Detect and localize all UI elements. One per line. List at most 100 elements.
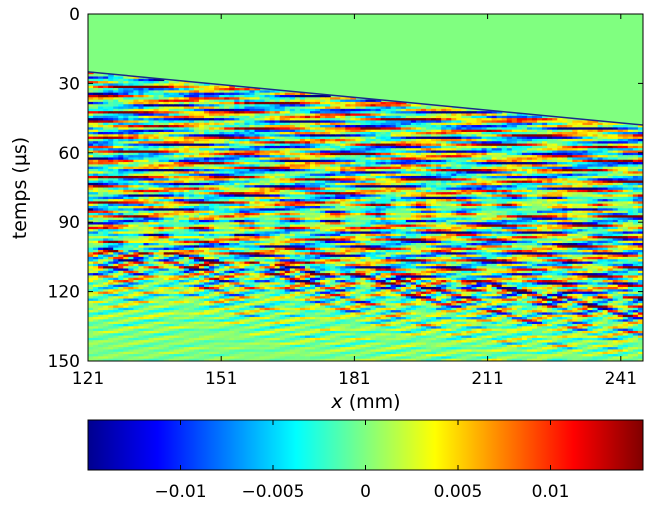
heatmap-cell <box>209 187 215 191</box>
heatmap-cell <box>168 201 175 205</box>
heatmap-cell <box>173 259 180 263</box>
heatmap-cell <box>143 300 150 304</box>
heatmap-cell <box>209 168 215 172</box>
heatmap-cell <box>88 261 94 265</box>
heatmap-cell <box>168 162 175 165</box>
heatmap-cell <box>138 104 145 108</box>
heatmap-cell <box>93 229 99 233</box>
heatmap-cell <box>173 240 180 244</box>
heatmap-cell <box>183 277 190 281</box>
heatmap-cell <box>128 335 135 339</box>
heatmap-cell <box>199 319 205 323</box>
heatmap-cell <box>143 342 150 346</box>
heatmap-cell <box>88 277 94 281</box>
heatmap-cell <box>158 206 165 209</box>
heatmap-cell <box>103 78 109 82</box>
heatmap-cell <box>193 85 200 89</box>
heatmap-cell <box>148 268 155 272</box>
heatmap-cell <box>113 90 119 94</box>
heatmap-cell <box>219 85 225 89</box>
heatmap-cell <box>133 168 140 172</box>
heatmap-cell <box>103 229 109 233</box>
heatmap-cell <box>209 171 215 175</box>
heatmap-cell <box>214 296 220 300</box>
heatmap-cell <box>153 215 160 219</box>
heatmap-cell <box>204 310 210 314</box>
heatmap-cell <box>148 187 155 191</box>
heatmap-cell <box>93 333 99 337</box>
heatmap-cell <box>108 229 114 233</box>
heatmap-cell <box>153 199 160 202</box>
heatmap-cell <box>193 201 200 205</box>
heatmap-cell <box>183 136 190 140</box>
heatmap-cell <box>133 231 140 235</box>
heatmap-cell <box>98 215 104 219</box>
heatmap-cell <box>138 138 145 142</box>
heatmap-cell <box>128 178 135 182</box>
heatmap-cell <box>113 122 119 126</box>
heatmap-cell <box>193 187 200 191</box>
heatmap-cell <box>204 231 210 235</box>
heatmap-cell <box>193 129 200 133</box>
heatmap-cell <box>93 286 99 290</box>
heatmap-cell <box>103 215 109 219</box>
heatmap-cell <box>108 145 114 149</box>
heatmap-cell <box>199 131 205 135</box>
heatmap-cell <box>168 148 175 152</box>
heatmap-cell <box>108 199 114 202</box>
heatmap-cell <box>193 277 200 281</box>
heatmap-cell <box>123 99 129 103</box>
heatmap-cell <box>188 148 195 152</box>
heatmap-cell <box>128 90 135 94</box>
heatmap-cell <box>138 282 145 286</box>
heatmap-cell <box>88 303 94 307</box>
heatmap-cell <box>158 164 165 168</box>
heatmap-cell <box>113 326 119 330</box>
heatmap-cell <box>108 256 114 260</box>
heatmap-cell <box>163 330 170 334</box>
heatmap-cell <box>193 249 200 253</box>
heatmap-cell <box>214 120 220 124</box>
heatmap-cell <box>178 307 185 311</box>
heatmap-cell <box>98 194 104 198</box>
heatmap-cell <box>193 321 200 325</box>
heatmap-cell <box>148 249 155 253</box>
heatmap-cell <box>88 113 94 117</box>
heatmap-cell <box>118 173 124 177</box>
heatmap-cell <box>214 134 220 138</box>
heatmap-cell <box>88 120 94 124</box>
heatmap-cell <box>143 118 150 122</box>
heatmap-cell <box>128 263 135 267</box>
heatmap-cell <box>118 293 124 297</box>
heatmap-cell <box>209 157 215 161</box>
heatmap-cell <box>133 212 140 216</box>
heatmap-cell <box>219 88 225 91</box>
heatmap-cell <box>158 185 165 189</box>
heatmap-cell <box>133 127 140 131</box>
heatmap-cell <box>128 81 135 84</box>
heatmap-cell <box>98 166 104 170</box>
heatmap-cell <box>118 108 124 112</box>
heatmap-cell <box>209 335 215 339</box>
heatmap-cell <box>163 104 170 108</box>
heatmap-cell <box>204 330 210 334</box>
heatmap-cell <box>173 148 180 152</box>
heatmap-cell <box>108 224 114 228</box>
heatmap-cell <box>183 101 190 105</box>
heatmap-cell <box>219 162 225 165</box>
heatmap-cell <box>98 358 104 361</box>
heatmap-cell <box>123 305 129 309</box>
heatmap-cell <box>178 238 185 242</box>
heatmap-cell <box>153 164 160 168</box>
heatmap-cell <box>193 125 200 128</box>
heatmap-cell <box>88 155 94 159</box>
heatmap-cell <box>204 254 210 258</box>
heatmap-cell <box>199 129 205 133</box>
heatmap-cell <box>148 236 155 239</box>
heatmap-cell <box>93 319 99 323</box>
heatmap-cell <box>103 104 109 108</box>
heatmap-cell <box>219 210 225 214</box>
heatmap-cell <box>163 88 170 91</box>
heatmap-cell <box>153 266 160 270</box>
heatmap-cell <box>163 326 170 330</box>
